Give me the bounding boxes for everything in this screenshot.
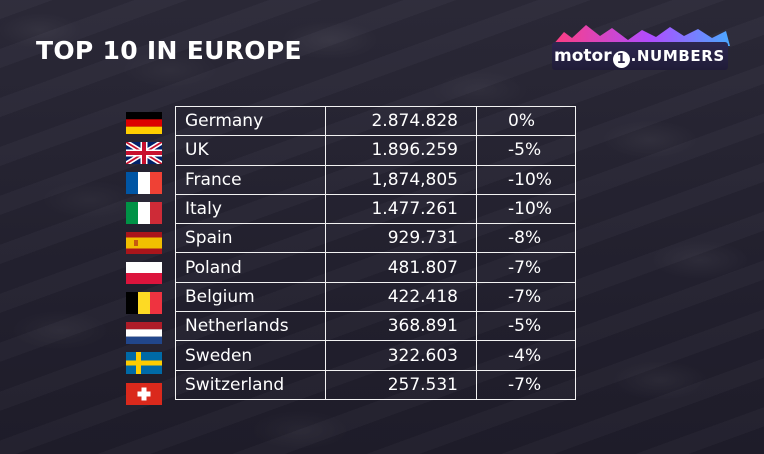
change-cell: -7% bbox=[476, 252, 576, 283]
table-row: Germany 2.874.828 0% bbox=[175, 105, 576, 137]
country-cell: Germany bbox=[175, 105, 326, 137]
sales-cell: 1.896.259 bbox=[325, 135, 477, 166]
germany-flag-icon bbox=[126, 112, 162, 134]
sales-cell: 368.891 bbox=[325, 311, 477, 342]
uk-flag-icon bbox=[126, 142, 162, 164]
italy-flag-icon bbox=[126, 202, 162, 224]
logo-plate bbox=[552, 42, 728, 70]
country-cell: UK bbox=[175, 135, 326, 166]
netherlands-flag-icon bbox=[126, 322, 162, 344]
country-cell: Spain bbox=[175, 223, 326, 254]
sales-cell: 322.603 bbox=[325, 340, 477, 371]
change-cell: -8% bbox=[476, 223, 576, 254]
change-cell: -5% bbox=[476, 311, 576, 342]
change-cell: -7% bbox=[476, 369, 576, 400]
country-cell: Italy bbox=[175, 193, 326, 225]
country-cell: Belgium bbox=[175, 281, 326, 313]
logo-mountains-graphic bbox=[552, 25, 730, 46]
sales-cell: 422.418 bbox=[325, 281, 477, 313]
belgium-flag-icon bbox=[126, 292, 162, 314]
logo-numeral-badge: 1 bbox=[612, 51, 630, 68]
table-row: Switzerland 257.531 -7% bbox=[175, 369, 576, 400]
country-cell: Poland bbox=[175, 252, 326, 283]
sweden-flag-icon bbox=[126, 352, 162, 374]
country-cell: Netherlands bbox=[175, 311, 326, 342]
logo-suffix: .NUMBERS bbox=[630, 47, 725, 65]
table-row: France 1,874,805 -10% bbox=[175, 164, 576, 195]
table-row: Poland 481.807 -7% bbox=[175, 252, 576, 283]
country-cell: France bbox=[175, 164, 326, 195]
change-cell: -7% bbox=[476, 281, 576, 313]
sales-cell: 481.807 bbox=[325, 252, 477, 283]
sales-cell: 1.477.261 bbox=[325, 193, 477, 225]
switzerland-flag-icon bbox=[126, 383, 162, 405]
sales-cell: 929.731 bbox=[325, 223, 477, 254]
change-cell: -10% bbox=[476, 164, 576, 195]
sales-cell: 1,874,805 bbox=[325, 164, 477, 195]
change-cell: -5% bbox=[476, 135, 576, 166]
table-row: Italy 1.477.261 -10% bbox=[175, 193, 576, 225]
logo-wordmark: motor 1 .NUMBERS bbox=[554, 46, 725, 68]
change-cell: -4% bbox=[476, 340, 576, 371]
table-row: Netherlands 368.891 -5% bbox=[175, 311, 576, 342]
ranking-table: Germany 2.874.828 0% UK 1.896.259 -5% Fr… bbox=[175, 105, 576, 400]
change-cell: 0% bbox=[476, 105, 576, 137]
table-row: UK 1.896.259 -5% bbox=[175, 135, 576, 166]
motor1-numbers-logo: motor 1 .NUMBERS bbox=[550, 22, 732, 72]
sales-cell: 2.874.828 bbox=[325, 105, 477, 137]
table-row: Sweden 322.603 -4% bbox=[175, 340, 576, 371]
france-flag-icon bbox=[126, 172, 162, 194]
sales-cell: 257.531 bbox=[325, 369, 477, 400]
table-row: Spain 929.731 -8% bbox=[175, 223, 576, 254]
country-cell: Switzerland bbox=[175, 369, 326, 400]
page-title: TOP 10 IN EUROPE bbox=[36, 36, 302, 65]
spain-flag-icon bbox=[126, 232, 162, 254]
poland-flag-icon bbox=[126, 262, 162, 284]
table-row: Belgium 422.418 -7% bbox=[175, 281, 576, 313]
country-cell: Sweden bbox=[175, 340, 326, 371]
change-cell: -10% bbox=[476, 193, 576, 225]
logo-brand: motor bbox=[554, 46, 612, 66]
